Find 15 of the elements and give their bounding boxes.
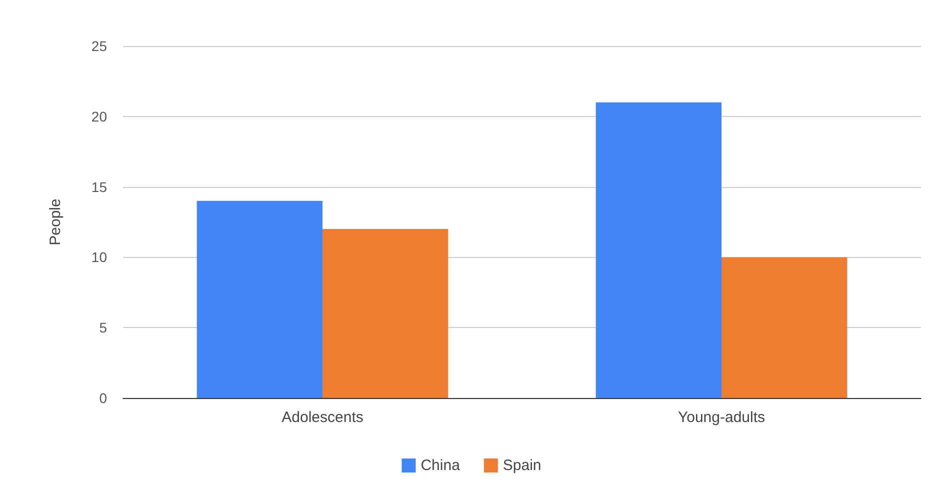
bar	[196, 200, 322, 398]
bar	[722, 257, 848, 398]
bar	[322, 229, 448, 398]
y-tick-label: 0	[99, 390, 108, 406]
x-tick-label: Adolescents	[282, 409, 364, 426]
legend-label: Spain	[502, 457, 542, 474]
bar	[596, 102, 722, 398]
y-tick-label: 20	[91, 108, 108, 124]
legend-label: China	[420, 457, 461, 474]
x-tick-label: Young-adults	[678, 409, 766, 426]
y-tick-label: 10	[91, 249, 108, 266]
y-axis-title: People	[47, 198, 64, 246]
y-tick-label: 15	[91, 178, 108, 195]
y-tick-label: 5	[99, 320, 108, 336]
y-tick-label: 25	[91, 38, 108, 54]
